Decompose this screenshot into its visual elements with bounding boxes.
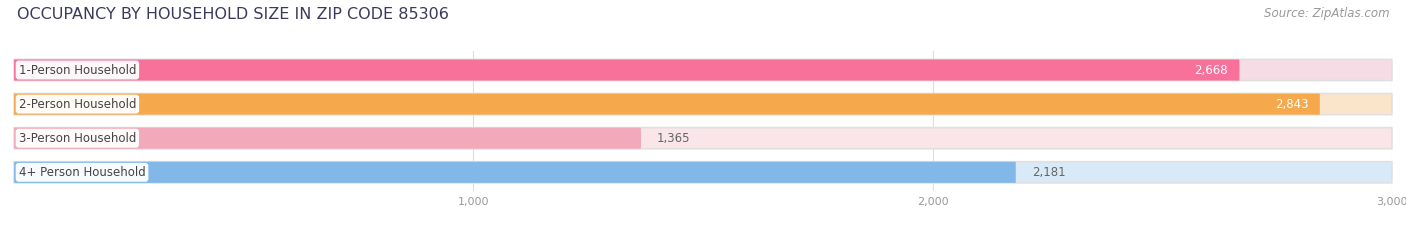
FancyBboxPatch shape (14, 93, 1392, 115)
Text: 2,181: 2,181 (1032, 166, 1066, 179)
Text: 3-Person Household: 3-Person Household (18, 132, 136, 145)
Text: OCCUPANCY BY HOUSEHOLD SIZE IN ZIP CODE 85306: OCCUPANCY BY HOUSEHOLD SIZE IN ZIP CODE … (17, 7, 449, 22)
FancyBboxPatch shape (14, 162, 1015, 183)
FancyBboxPatch shape (14, 128, 641, 149)
FancyBboxPatch shape (14, 59, 1392, 81)
Text: 1-Person Household: 1-Person Household (18, 64, 136, 76)
Text: Source: ZipAtlas.com: Source: ZipAtlas.com (1264, 7, 1389, 20)
Text: 1,365: 1,365 (657, 132, 690, 145)
FancyBboxPatch shape (14, 162, 1392, 183)
Text: 2,843: 2,843 (1275, 98, 1309, 111)
FancyBboxPatch shape (14, 59, 1240, 81)
Text: 2,668: 2,668 (1194, 64, 1227, 76)
Text: 4+ Person Household: 4+ Person Household (18, 166, 145, 179)
FancyBboxPatch shape (14, 128, 1392, 149)
Text: 2-Person Household: 2-Person Household (18, 98, 136, 111)
FancyBboxPatch shape (14, 93, 1320, 115)
